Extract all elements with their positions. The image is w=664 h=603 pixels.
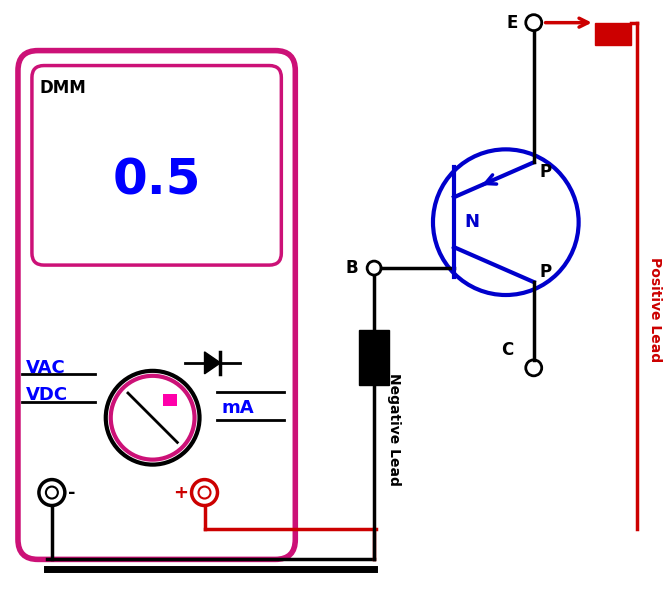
Text: P: P (540, 163, 552, 182)
Text: 0.5: 0.5 (112, 156, 201, 204)
Bar (594, 23, 631, 45)
Text: E: E (507, 14, 518, 31)
FancyBboxPatch shape (32, 66, 282, 265)
Circle shape (433, 150, 578, 295)
Text: DMM: DMM (40, 78, 87, 96)
Polygon shape (205, 352, 220, 374)
Circle shape (106, 371, 199, 465)
Circle shape (46, 487, 58, 499)
Text: P: P (540, 263, 552, 281)
Text: -: - (68, 484, 75, 502)
Text: mA: mA (222, 399, 254, 417)
Circle shape (191, 479, 218, 505)
Text: B: B (345, 259, 358, 277)
Circle shape (367, 261, 381, 275)
Circle shape (526, 360, 542, 376)
Circle shape (199, 487, 210, 499)
Circle shape (526, 14, 542, 31)
FancyBboxPatch shape (163, 394, 177, 406)
Text: Negative Lead: Negative Lead (387, 373, 401, 486)
Text: +: + (173, 484, 189, 502)
Bar (359, 330, 389, 385)
Circle shape (39, 479, 65, 505)
Text: VAC: VAC (26, 359, 66, 377)
Text: N: N (464, 213, 479, 231)
FancyBboxPatch shape (18, 51, 295, 560)
Text: Positive Lead: Positive Lead (649, 257, 663, 362)
Text: C: C (501, 341, 514, 359)
Text: VDC: VDC (26, 386, 68, 404)
Circle shape (111, 376, 195, 459)
